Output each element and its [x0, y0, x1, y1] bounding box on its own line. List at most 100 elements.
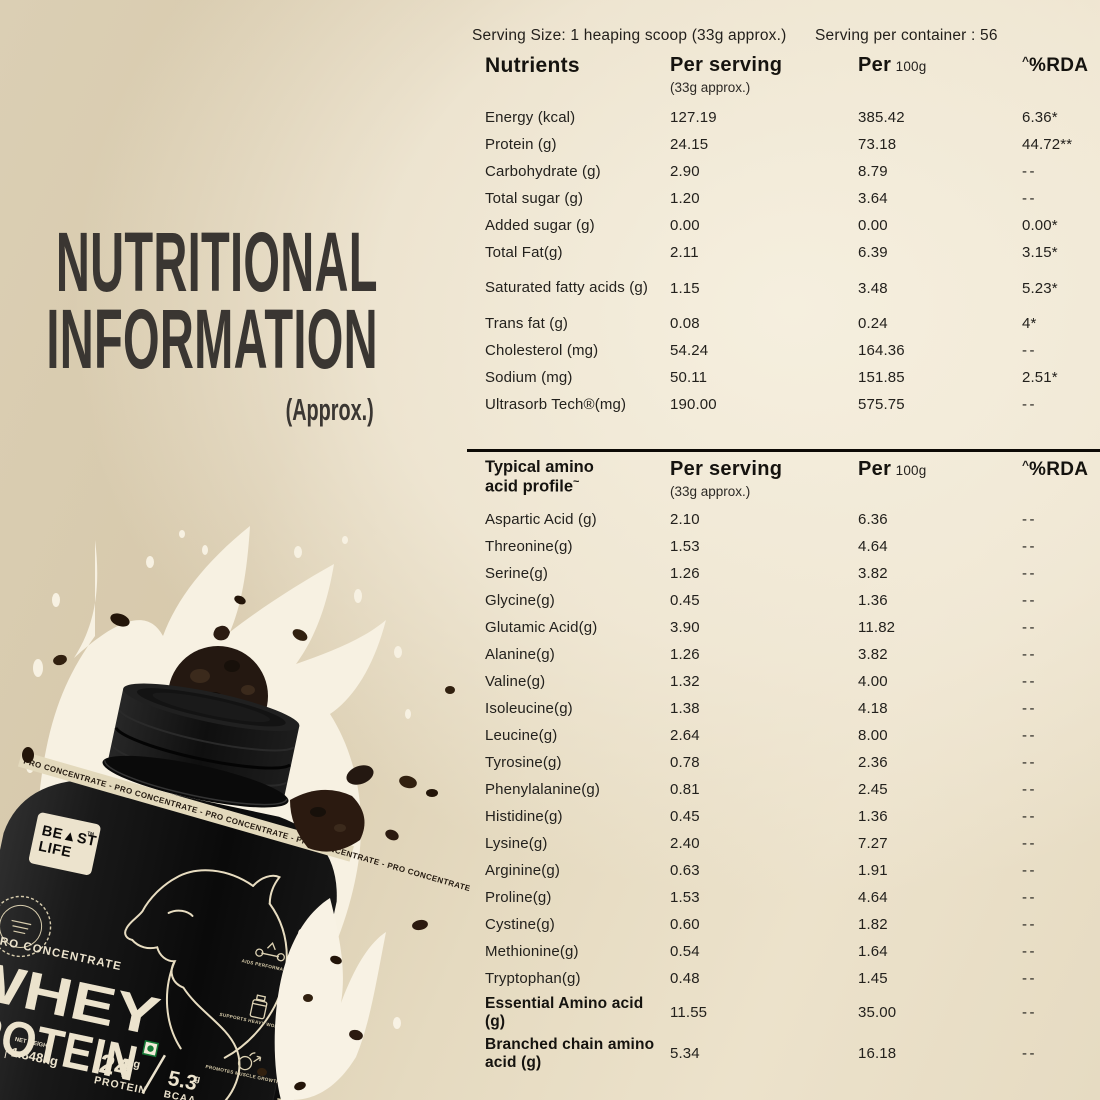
row-rda-value: --	[1022, 163, 1037, 180]
row-per-serving-value: 50.11	[670, 369, 708, 386]
table-row: Total Fat(g) 2.11 6.39 3.15*	[485, 239, 1091, 266]
row-per-serving-value: 2.40	[670, 835, 700, 852]
row-per-serving-value: 1.26	[670, 646, 700, 663]
table-row: Added sugar (g) 0.00 0.00 0.00*	[485, 212, 1091, 239]
table-row: Aspartic Acid (g) 2.10 6.36 --	[485, 506, 1091, 533]
header-amino-profile: Typical amino acid profile~	[485, 458, 594, 496]
row-per-100g-value: 73.18	[858, 136, 897, 153]
row-per-100g-value: 164.36	[858, 342, 905, 359]
table-row: Threonine(g) 1.53 4.64 --	[485, 533, 1091, 560]
svg-text:24: 24	[97, 1048, 133, 1084]
table-row: Phenylalanine(g) 0.81 2.45 --	[485, 776, 1091, 803]
dumbbell-icon	[255, 942, 286, 962]
row-per-serving-value: 3.90	[670, 619, 700, 636]
row-per-100g-value: 385.42	[858, 109, 905, 126]
page-title-line1: NUTRITIONAL	[56, 215, 378, 309]
row-per-serving-value: 2.10	[670, 511, 700, 528]
row-per-100g-value: 0.24	[858, 315, 888, 332]
row-per-serving-value: 0.45	[670, 592, 700, 609]
amino-table-header: Typical amino acid profile~ Per serving …	[485, 458, 1091, 499]
row-per-100g-value: 151.85	[858, 369, 905, 386]
row-per-100g-value: 6.39	[858, 244, 888, 261]
svg-text:g: g	[194, 1073, 201, 1084]
row-label: Sodium (mg)	[485, 368, 573, 386]
header-per-serving: Per serving (33g approx.)	[670, 54, 783, 95]
row-label: Branched chain amino acid (g)	[485, 1036, 655, 1071]
table-row: Arginine(g) 0.63 1.91 --	[485, 857, 1091, 884]
row-label: Essential Amino acid (g)	[485, 995, 644, 1030]
header-nutrients: Nutrients	[485, 54, 580, 77]
cookie-crumbs	[22, 595, 455, 1091]
header-per-serving: Per serving (33g approx.)	[670, 458, 783, 499]
row-per-serving-value: 2.64	[670, 727, 700, 744]
table-row: Leucine(g) 2.64 8.00 --	[485, 722, 1091, 749]
svg-text:g: g	[132, 1058, 141, 1071]
row-per-100g-value: 1.64	[858, 943, 888, 960]
row-rda-value: --	[1022, 1004, 1037, 1021]
row-label: Energy (kcal)	[485, 108, 576, 126]
row-per-100g-value: 3.64	[858, 190, 888, 207]
row-per-serving-value: 1.32	[670, 673, 700, 690]
table-row: Protein (g) 24.15 73.18 44.72**	[485, 131, 1091, 158]
row-rda-value: --	[1022, 700, 1037, 717]
row-rda-value: --	[1022, 646, 1037, 663]
row-rda-value: --	[1022, 916, 1037, 933]
row-per-100g-value: 1.36	[858, 592, 888, 609]
row-per-100g-value: 3.48	[858, 279, 888, 297]
row-label: Carbohydrate (g)	[485, 162, 601, 180]
header-per-100g: Per 100g	[858, 458, 927, 480]
table-row: Essential Amino acid (g) 11.55 35.00 --	[485, 992, 1091, 1033]
row-rda-value: 0.00*	[1022, 217, 1058, 234]
row-per-100g-value: 4.64	[858, 538, 888, 555]
row-rda-value: 2.51*	[1022, 369, 1058, 386]
row-per-serving-value: 1.53	[670, 889, 700, 906]
table-row: Ultrasorb Tech®(mg) 190.00 575.75 --	[485, 391, 1091, 418]
table-row: Branched chain amino acid (g) 5.34 16.18…	[485, 1033, 1091, 1074]
row-rda-value: --	[1022, 835, 1037, 852]
row-per-100g-value: 0.00	[858, 217, 888, 234]
row-label: Cholesterol (mg)	[485, 341, 599, 359]
row-per-serving-value: 1.26	[670, 565, 700, 582]
table-row: Tryptophan(g) 0.48 1.45 --	[485, 965, 1091, 992]
row-per-serving-value: 1.20	[670, 190, 700, 207]
row-label: Methionine(g)	[485, 942, 579, 960]
row-rda-value: 44.72**	[1022, 136, 1073, 153]
row-rda-value: --	[1022, 970, 1037, 987]
row-per-100g-value: 8.00	[858, 727, 888, 744]
row-per-100g-value: 4.00	[858, 673, 888, 690]
amino-acid-table: Typical amino acid profile~ Per serving …	[485, 458, 1091, 1074]
row-label: Cystine(g)	[485, 915, 555, 933]
muscle-growth-icon	[237, 1052, 262, 1071]
row-per-100g-value: 3.82	[858, 565, 888, 582]
row-rda-value: 3.15*	[1022, 244, 1058, 261]
row-label: Tyrosine(g)	[485, 753, 562, 771]
row-per-100g-value: 2.36	[858, 754, 888, 771]
row-per-100g-value: 575.75	[858, 396, 905, 413]
row-rda-value: --	[1022, 592, 1037, 609]
row-per-serving-value: 0.45	[670, 808, 700, 825]
row-label: Arginine(g)	[485, 861, 561, 879]
row-per-100g-value: 4.64	[858, 889, 888, 906]
row-per-100g-value: 7.27	[858, 835, 888, 852]
row-per-serving-value: 1.38	[670, 700, 700, 717]
header-per-100g: Per 100g	[858, 54, 927, 76]
table-row: Tyrosine(g) 0.78 2.36 --	[485, 749, 1091, 776]
nutrients-table: Nutrients Per serving (33g approx.) Per …	[485, 54, 1091, 418]
row-label: Protein (g)	[485, 135, 557, 153]
shaker-icon	[249, 994, 268, 1020]
nutrients-rows: Energy (kcal) 127.19 385.42 6.36* Protei…	[485, 104, 1091, 418]
row-label: Trans fat (g)	[485, 314, 569, 332]
serving-size-text: Serving Size: 1 heaping scoop (33g appro…	[472, 27, 787, 44]
row-per-serving-value: 190.00	[670, 396, 717, 413]
row-per-100g-value: 16.18	[858, 1045, 897, 1062]
header-rda: ^%RDA	[1022, 54, 1089, 76]
row-label: Phenylalanine(g)	[485, 780, 600, 798]
row-per-100g-value: 8.79	[858, 163, 888, 180]
row-per-100g-value: 2.45	[858, 781, 888, 798]
table-row: Serine(g) 1.26 3.82 --	[485, 560, 1091, 587]
table-row: Methionine(g) 0.54 1.64 --	[485, 938, 1091, 965]
row-rda-value: --	[1022, 727, 1037, 744]
row-rda-value: --	[1022, 538, 1037, 555]
lion-line-art	[124, 869, 288, 1100]
svg-text:BCAA: BCAA	[163, 1089, 197, 1100]
